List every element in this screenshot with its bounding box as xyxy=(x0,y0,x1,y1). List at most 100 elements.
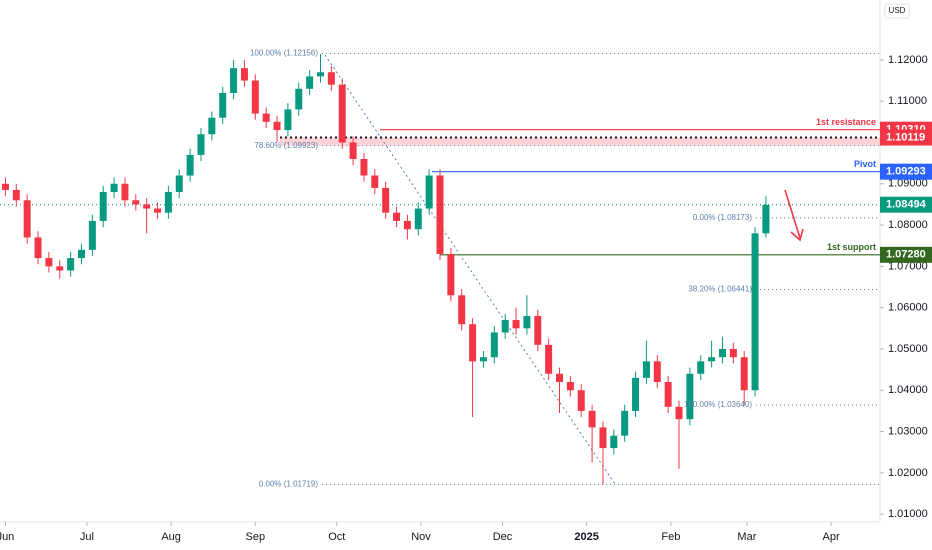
candle-body xyxy=(740,357,748,391)
candle-body xyxy=(338,84,346,143)
y-tick-label: 1.08000 xyxy=(888,219,928,231)
candle-body xyxy=(45,258,53,267)
level-name: 1st support xyxy=(827,242,876,252)
price-label-box xyxy=(880,196,932,213)
candle-body xyxy=(12,189,20,201)
candle-body xyxy=(23,200,31,238)
candle-body xyxy=(88,220,96,250)
candle-body xyxy=(534,315,542,345)
candle-body xyxy=(219,92,227,118)
level-name: Pivot xyxy=(854,159,876,169)
candle-body xyxy=(632,377,640,411)
candle-body xyxy=(110,183,118,193)
candle-body xyxy=(621,410,629,436)
candle-body xyxy=(458,295,466,325)
y-tick-label: 1.02000 xyxy=(888,467,928,479)
price-label-box xyxy=(880,129,932,146)
candle-body xyxy=(545,344,553,374)
candle-body xyxy=(273,121,281,131)
price-label-box xyxy=(880,246,932,263)
fib-label: 0.00% (1.08173) xyxy=(693,213,752,222)
fib-label: 38.20% (1.06441) xyxy=(688,285,752,294)
candle-body xyxy=(121,183,129,201)
candle-body xyxy=(697,361,705,374)
x-tick-label: Apr xyxy=(823,531,840,543)
annotations: 1.01000 1.02000 1.03000 1.04000 1.05000 1.060… xyxy=(0,49,932,543)
candle-body xyxy=(664,382,672,407)
resistance-zone xyxy=(280,137,880,146)
candle-body xyxy=(414,208,422,230)
candle-body xyxy=(610,435,618,449)
candle-body xyxy=(566,382,574,391)
candle-body xyxy=(208,117,216,135)
x-tick-label: Aug xyxy=(161,531,181,543)
candle-body xyxy=(251,80,259,114)
candle-body xyxy=(523,315,531,329)
fib-label: 0.00% (1.01719) xyxy=(259,480,318,489)
candle-body xyxy=(262,113,270,122)
candle-body xyxy=(67,258,75,271)
candle-body xyxy=(675,406,683,420)
candle-body xyxy=(556,373,564,383)
y-tick-label: 1.01000 xyxy=(888,508,928,520)
candle-body xyxy=(512,320,520,329)
candle-body xyxy=(751,233,759,391)
candle-body xyxy=(762,204,770,234)
candle-body xyxy=(729,348,737,358)
candle-body xyxy=(447,253,455,296)
currency: USD xyxy=(889,6,906,15)
x-tick-label: Oct xyxy=(328,531,345,543)
candle-body xyxy=(588,410,596,428)
x-tick-label: 2025 xyxy=(574,531,598,543)
y-tick-label: 1.12000 xyxy=(888,54,928,66)
price-label: 1.10119 xyxy=(886,131,925,143)
candle-body xyxy=(197,134,205,155)
y-tick-label: 1.07000 xyxy=(888,260,928,272)
candle-body xyxy=(56,266,64,271)
y-tick-label: 1.06000 xyxy=(888,302,928,314)
candle-body xyxy=(653,361,661,383)
level-name: 1st resistance xyxy=(816,117,876,127)
candle-body xyxy=(501,320,509,333)
candle-body xyxy=(154,208,162,213)
x-tick-label: Dec xyxy=(493,531,513,543)
candle-body xyxy=(642,361,650,378)
currency-box[interactable] xyxy=(884,3,910,19)
candle-body xyxy=(686,373,694,420)
fib-label: 100.00% (1.12156) xyxy=(250,49,318,58)
candle-body xyxy=(393,212,401,221)
candle-body xyxy=(327,72,335,85)
candle-body xyxy=(382,187,390,213)
y-tick-label: 1.09000 xyxy=(888,178,928,190)
y-tick-label: 1.05000 xyxy=(888,343,928,355)
candle-body xyxy=(371,175,379,188)
y-tick-label: 1.04000 xyxy=(888,384,928,396)
candle-body xyxy=(175,175,183,193)
candle-body xyxy=(1,183,9,190)
candle-body xyxy=(164,192,172,213)
y-tick-label: 1.11000 xyxy=(888,95,927,107)
candle-body xyxy=(132,200,140,205)
candle-body xyxy=(240,68,248,81)
y-tick-label: 1.03000 xyxy=(888,425,928,437)
candle-body xyxy=(708,357,716,362)
candle-body xyxy=(490,332,498,358)
x-tick-label: Jul xyxy=(80,531,94,543)
candle-body xyxy=(436,175,444,254)
candle-body xyxy=(469,324,477,362)
candle-body xyxy=(718,348,726,358)
x-tick-label: Mar xyxy=(737,531,756,543)
price-label: 1.08494 xyxy=(886,199,927,211)
x-tick-label: Jun xyxy=(0,531,14,543)
candle-body xyxy=(99,192,107,221)
candle-body xyxy=(230,68,238,93)
candle-body xyxy=(403,220,411,230)
candle-body xyxy=(360,158,368,176)
fib-label: 78.60% (1.09923) xyxy=(254,141,318,150)
price-label-box xyxy=(880,163,932,180)
candle-body xyxy=(186,154,194,176)
candle-body xyxy=(295,88,303,110)
arrow xyxy=(784,189,801,239)
candle-body xyxy=(425,175,433,209)
